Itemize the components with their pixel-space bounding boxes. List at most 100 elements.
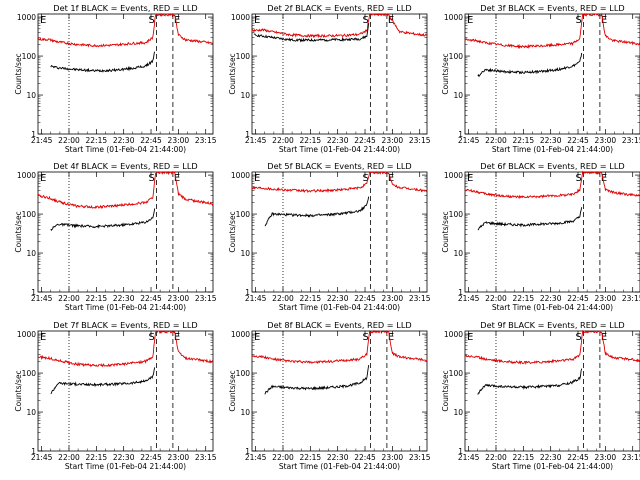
x-tick-label: 23:00 [382,453,404,462]
plot-frame [464,330,640,452]
x-axis-label: Start Time (01-Feb-04 21:44:00) [492,145,613,154]
y-tick-label: 1000 [17,171,36,180]
x-tick-label: 21:45 [458,136,480,145]
marker-label-e-right: E [601,173,607,184]
marker-label-e-left: E [467,332,473,343]
x-tick-label: 21:45 [245,136,267,145]
x-axis-label: Start Time (01-Feb-04 21:44:00) [65,303,186,312]
x-tick-label: 23:15 [409,453,431,462]
x-tick-label: 22:00 [272,453,294,462]
x-tick-label: 22:30 [113,136,135,145]
x-axis-label: Start Time (01-Feb-04 21:44:00) [279,145,400,154]
x-tick-label: 23:00 [382,294,404,303]
plot-frame [251,330,428,452]
series-line-events [50,51,156,73]
y-tick-label: 1000 [17,330,36,339]
x-tick-label: 23:15 [195,294,217,303]
series-line-lld [251,171,428,194]
y-tick-label: 1000 [17,13,36,22]
x-tick-label: 22:15 [86,136,108,145]
x-tick-label: 22:45 [140,136,162,145]
y-tick-label: 1 [458,447,463,456]
y-tick-label: 10 [26,408,36,417]
plot-frame [37,171,214,293]
marker-label-e-left: E [254,15,260,26]
panel-title: Det 5f BLACK = Events, RED = LLD [267,161,411,171]
marker-label-e-left: E [40,332,46,343]
x-tick-label: 22:30 [327,453,349,462]
x-tick-label: 22:15 [300,453,322,462]
y-tick-label: 1 [245,288,250,297]
x-tick-label: 22:15 [513,453,535,462]
x-tick-label: 22:30 [113,453,135,462]
y-tick-label: 1000 [231,13,250,22]
y-tick-label: 1000 [231,171,250,180]
x-tick-label: 23:00 [168,294,190,303]
detector-panel-1: Det 1f BLACK = Events, RED = LLD 1 10 100 10… [14,3,217,154]
marker-label-s: S [148,332,154,343]
marker-label-e-left: E [40,15,46,26]
plot-frame [464,171,640,293]
series-line-events [264,196,370,227]
y-tick-label: 1000 [444,171,463,180]
marker-label-s: S [575,332,581,343]
y-tick-label: 100 [236,369,251,378]
y-tick-label: 10 [240,408,250,417]
x-axis-label: Start Time (01-Feb-04 21:44:00) [492,303,613,312]
x-tick-label: 22:00 [272,136,294,145]
x-tick-label: 22:15 [513,294,535,303]
x-tick-label: 22:00 [485,294,507,303]
panel-title: Det 2f BLACK = Events, RED = LLD [267,3,411,13]
x-axis-label: Start Time (01-Feb-04 21:44:00) [65,145,186,154]
x-tick-label: 21:45 [31,294,53,303]
x-tick-label: 22:00 [485,453,507,462]
x-tick-label: 21:45 [31,136,53,145]
y-axis-label: Counts/sec [441,370,450,411]
x-tick-label: 22:45 [354,453,376,462]
series-line-events [253,23,370,43]
panel-title: Det 4f BLACK = Events, RED = LLD [53,161,197,171]
x-tick-label: 23:00 [168,453,190,462]
y-tick-label: 10 [453,249,463,258]
x-tick-label: 21:45 [245,453,267,462]
x-tick-label: 22:00 [272,294,294,303]
y-tick-label: 100 [22,210,37,219]
panel-title: Det 6f BLACK = Events, RED = LLD [480,161,624,171]
x-axis-label: Start Time (01-Feb-04 21:44:00) [279,303,400,312]
marker-label-e-left: E [467,173,473,184]
x-tick-label: 23:15 [622,136,640,145]
panel-title: Det 7f BLACK = Events, RED = LLD [53,320,197,330]
x-tick-label: 22:15 [86,294,108,303]
series-line-events [477,368,583,395]
marker-label-e-left: E [254,173,260,184]
marker-label-e-left: E [467,15,473,26]
series-line-lld [37,330,214,368]
series-line-lld [464,329,640,366]
y-axis-label: Counts/sec [441,211,450,252]
x-tick-label: 21:45 [458,453,480,462]
x-tick-label: 23:15 [622,294,640,303]
plot-frame [37,330,214,452]
series-line-events [50,367,156,395]
x-tick-label: 22:45 [140,294,162,303]
x-tick-label: 22:45 [140,453,162,462]
y-tick-label: 100 [236,210,251,219]
x-tick-label: 22:00 [485,136,507,145]
series-line-events [50,208,156,232]
y-tick-label: 1 [31,288,36,297]
y-tick-label: 1000 [444,330,463,339]
y-tick-label: 100 [449,369,464,378]
detector-panel-5: Det 5f BLACK = Events, RED = LLD 1 10 100 10… [228,161,431,312]
x-tick-label: 23:15 [409,136,431,145]
panel-title: Det 9f BLACK = Events, RED = LLD [480,320,624,330]
x-tick-label: 21:45 [31,453,53,462]
plot-frame [37,13,214,135]
x-tick-label: 22:45 [567,136,589,145]
series-line-events [477,52,583,78]
x-tick-label: 22:45 [567,453,589,462]
series-line-lld [464,12,640,50]
y-tick-label: 10 [453,408,463,417]
marker-label-e-right: E [388,332,394,343]
series-line-lld [464,170,640,200]
marker-label-e-left: E [40,173,46,184]
